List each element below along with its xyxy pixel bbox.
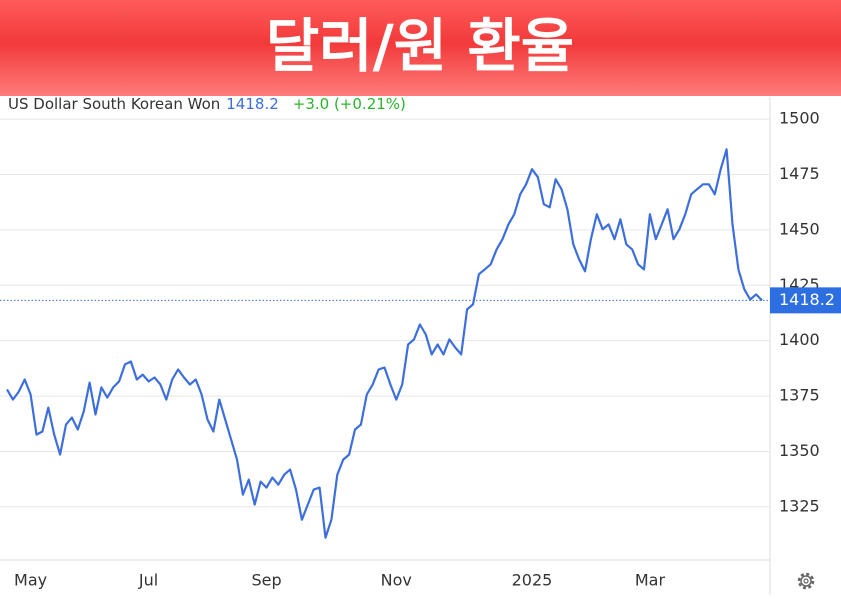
change: +3.0 (+0.21%) xyxy=(293,95,406,113)
header: US Dollar South Korean Won 1418.2 +3.0 (+0… xyxy=(8,95,406,113)
price-tag xyxy=(770,287,841,314)
gear-teeth xyxy=(797,572,815,590)
x-tick-label: Sep xyxy=(251,571,281,590)
last-price: 1418.2 xyxy=(226,95,279,113)
chart-title: US Dollar South Korean Won xyxy=(8,95,220,113)
price-tag-label: 1418.2 xyxy=(779,290,835,309)
banner-title: 달러/원 환율 xyxy=(266,12,574,80)
y-tick-label: 1400 xyxy=(779,330,820,349)
gear-hub xyxy=(803,578,809,584)
x-tick-label: 2025 xyxy=(512,571,553,590)
line xyxy=(6,148,763,539)
banner-bg xyxy=(0,0,841,96)
x-tick-label: May xyxy=(14,571,47,590)
y-tick-label: 1375 xyxy=(779,386,820,405)
y-tick-label: 1325 xyxy=(779,496,820,515)
x-tick-label: Nov xyxy=(381,571,412,590)
y-tick-label: 1475 xyxy=(779,164,820,183)
y-tick-label: 1350 xyxy=(779,441,820,460)
settings-icon[interactable] xyxy=(797,572,815,590)
y-tick-label: 1500 xyxy=(779,109,820,128)
gear-ring xyxy=(800,575,812,587)
x-tick-label: Jul xyxy=(138,571,158,590)
x-tick-label: Mar xyxy=(635,571,666,590)
y-tick-label: 1450 xyxy=(779,219,820,238)
